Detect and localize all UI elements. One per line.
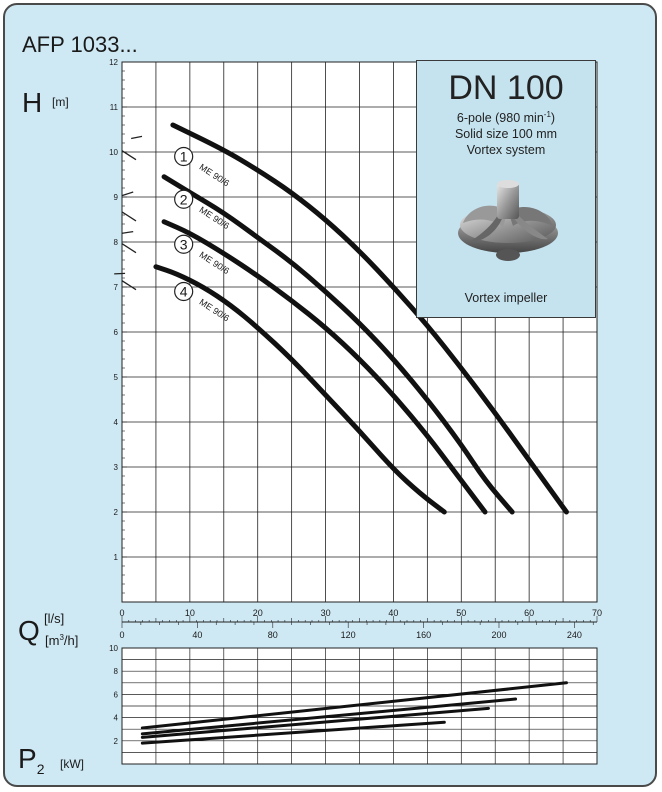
y-tick-label: 10 — [109, 148, 118, 157]
power-curve-3 — [140, 706, 490, 739]
curve-extrapolation-dash — [122, 230, 134, 234]
q-ls-tick-label: 60 — [524, 608, 534, 618]
q-m3h-tick-label: 120 — [341, 630, 356, 640]
power-curve-2 — [140, 697, 518, 736]
y-tick-label: 4 — [114, 418, 119, 427]
curve-number: 3 — [180, 236, 188, 252]
h-curve-1 — [170, 122, 569, 515]
h-curve-3 — [161, 219, 488, 515]
q-axis-label: Q — [18, 615, 40, 646]
q-axis-unit-m3h: [m3/h] — [45, 633, 78, 648]
q-m3h-tick-label: 80 — [268, 630, 278, 640]
curve-extrapolation-dash — [131, 135, 143, 140]
q-m3h-tick-label: 200 — [491, 630, 506, 640]
system-type: Vortex system — [466, 143, 546, 158]
curve-extrapolation-dash — [121, 211, 137, 222]
q-ls-tick-label: 70 — [592, 608, 602, 618]
q-ls-tick-label: 40 — [388, 608, 398, 618]
q-m3h-tick-label: 0 — [119, 630, 124, 640]
q-ls-tick-label: 10 — [185, 608, 195, 618]
y-tick-label: 11 — [110, 103, 119, 112]
chart-title: AFP 1033... — [22, 32, 138, 57]
curve-number-circle — [174, 146, 194, 167]
curve-number: 4 — [180, 284, 188, 300]
q-ls-tick-label: 30 — [321, 608, 331, 618]
y-tick-label: 7 — [114, 283, 119, 292]
y-tick-label: 6 — [114, 328, 119, 337]
q-axis-unit-ls: [l/s] — [44, 611, 64, 626]
y-tick-label: 3 — [114, 463, 119, 472]
solid-size: Solid size 100 mm — [454, 127, 558, 142]
y-tick-label: 1 — [114, 553, 119, 562]
curve-extrapolation-dash — [121, 280, 137, 291]
impeller-image — [458, 180, 558, 261]
y-tick-label: 5 — [114, 373, 119, 382]
p-y-tick-label: 6 — [114, 690, 119, 699]
y-tick-label: 12 — [109, 58, 118, 67]
h-axis-label: H — [22, 87, 42, 118]
y-tick-label: 8 — [114, 238, 119, 247]
q-ls-tick-label: 20 — [253, 608, 263, 618]
curve-number: 1 — [180, 149, 188, 165]
p-y-tick-label: 10 — [109, 644, 118, 653]
curve-number-circle — [174, 234, 194, 254]
p-y-tick-label: 2 — [114, 737, 119, 746]
h-curve-2 — [161, 174, 515, 515]
curve-number-circle — [174, 189, 194, 209]
pump-info-box: DN 100 6-pole (980 min-1) Solid size 100… — [416, 60, 596, 318]
q-m3h-tick-label: 240 — [567, 630, 582, 640]
pole-info: 6-pole (980 min-1) — [456, 110, 556, 126]
curve-number-circle — [174, 281, 194, 302]
p2-axis-unit: [kW] — [60, 757, 84, 771]
h-curve-4 — [153, 264, 447, 515]
curve-extrapolation-dash — [121, 243, 137, 254]
h-axis-unit: [m] — [52, 95, 69, 109]
curve-number: 2 — [180, 191, 188, 207]
power-curve-1 — [140, 681, 568, 730]
impeller-label: Vortex impeller — [464, 291, 548, 305]
y-tick-label: 2 — [114, 508, 119, 517]
q-m3h-tick-label: 40 — [192, 630, 202, 640]
p-y-tick-label: 4 — [114, 714, 119, 723]
p-y-tick-label: 8 — [114, 667, 119, 676]
curve-extrapolation-dash — [122, 191, 134, 197]
p2-axis-label: P2 — [18, 743, 45, 777]
q-m3h-tick-label: 160 — [416, 630, 431, 640]
y-tick-label: 9 — [114, 193, 119, 202]
q-ls-tick-label: 0 — [119, 608, 124, 618]
power-curve-4 — [140, 720, 446, 745]
dn-heading: DN 100 — [448, 69, 564, 107]
q-ls-tick-label: 50 — [456, 608, 466, 618]
curve-extrapolation-dash — [121, 150, 137, 161]
